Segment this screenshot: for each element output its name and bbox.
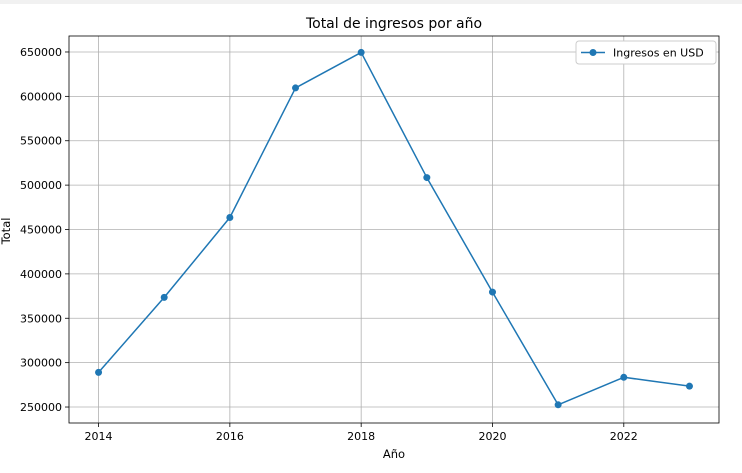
y-tick-label: 550000	[20, 135, 62, 148]
data-point	[357, 48, 365, 56]
series-line	[97, 51, 690, 406]
x-tick-label: 2018	[347, 430, 375, 443]
axes: 250000 300000 350000 400000 450000 500000 5500…	[20, 35, 720, 443]
data-point	[685, 382, 693, 390]
data-point	[488, 288, 496, 296]
y-tick-label: 300000	[20, 357, 62, 370]
y-axis-label: Total	[0, 218, 13, 246]
legend-box	[575, 40, 717, 65]
y-tick-label: 600000	[20, 90, 62, 103]
series-layer	[95, 48, 693, 409]
data-point	[423, 174, 431, 182]
top-strip	[0, 0, 742, 4]
data-point	[292, 84, 300, 92]
grid-lines	[69, 36, 719, 423]
x-tick-label: 2020	[478, 430, 506, 443]
data-point	[95, 368, 103, 376]
y-tick-label: 500000	[20, 179, 62, 192]
data-point	[160, 293, 168, 301]
data-point	[226, 214, 234, 222]
x-axis-label: Año	[383, 447, 405, 461]
x-tick-label: 2016	[216, 430, 244, 443]
plot-frame	[68, 35, 720, 424]
chart-title: Total de ingresos por año	[305, 16, 482, 32]
x-tick-label: 2014	[85, 430, 113, 443]
y-tick-label: 650000	[20, 46, 62, 59]
x-tick-label: 2022	[610, 430, 638, 443]
y-tick-label: 350000	[20, 312, 62, 325]
y-tick-label: 400000	[20, 268, 62, 281]
data-point	[620, 373, 628, 381]
y-tick-label: 250000	[20, 401, 62, 414]
legend: Ingresos en USD	[575, 40, 717, 65]
legend-marker-swatch	[589, 49, 597, 56]
data-point	[554, 401, 562, 409]
y-tick-label: 450000	[20, 224, 62, 237]
legend-label: Ingresos en USD	[613, 47, 704, 60]
